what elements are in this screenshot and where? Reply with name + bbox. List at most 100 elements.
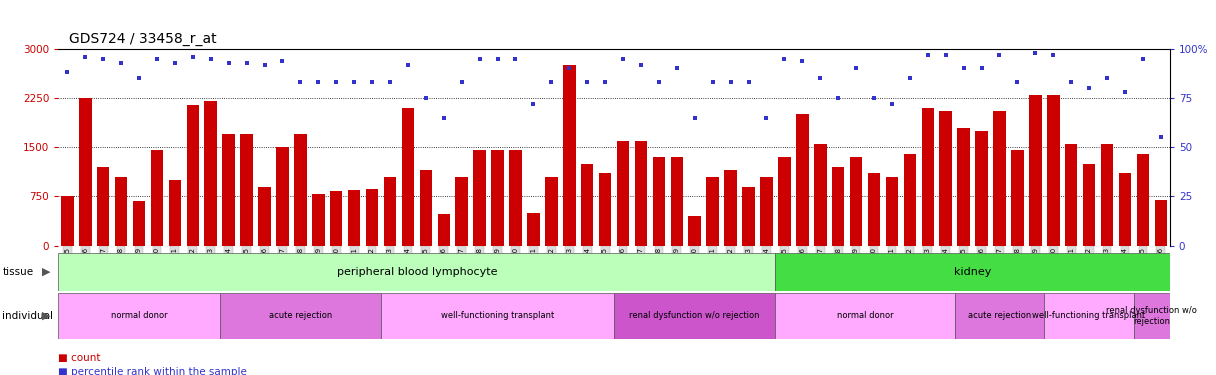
Point bbox=[398, 62, 417, 68]
Bar bbox=[114, 177, 128, 246]
Bar bbox=[1135, 292, 1170, 339]
Bar bbox=[313, 194, 325, 246]
Text: ▶: ▶ bbox=[43, 267, 50, 277]
Text: GDS724 / 33458_r_at: GDS724 / 33458_r_at bbox=[69, 32, 218, 46]
Bar bbox=[58, 253, 776, 291]
Bar bbox=[614, 292, 776, 339]
Point bbox=[57, 69, 77, 75]
Bar bbox=[706, 177, 719, 246]
Bar bbox=[1083, 164, 1096, 246]
Point bbox=[184, 54, 203, 60]
Bar bbox=[1029, 95, 1042, 246]
Text: ■ count: ■ count bbox=[58, 353, 101, 363]
Point bbox=[291, 79, 310, 85]
Text: renal dysfunction w/o
rejection: renal dysfunction w/o rejection bbox=[1107, 306, 1198, 326]
Bar bbox=[528, 213, 540, 246]
Point bbox=[613, 56, 632, 62]
Bar bbox=[294, 134, 306, 246]
Bar bbox=[617, 141, 630, 246]
Bar bbox=[814, 144, 827, 246]
Point bbox=[416, 95, 435, 101]
Text: ■ percentile rank within the sample: ■ percentile rank within the sample bbox=[58, 368, 247, 375]
Bar bbox=[491, 150, 503, 246]
Bar bbox=[456, 177, 468, 246]
Bar bbox=[850, 157, 862, 246]
Point bbox=[434, 115, 454, 121]
Point bbox=[488, 56, 507, 62]
Point bbox=[918, 52, 938, 58]
Bar bbox=[760, 177, 772, 246]
Text: individual: individual bbox=[2, 311, 54, 321]
Point bbox=[452, 79, 472, 85]
Point bbox=[649, 79, 669, 85]
Bar bbox=[975, 131, 987, 246]
Point bbox=[739, 79, 759, 85]
Point bbox=[578, 79, 597, 85]
Point bbox=[721, 79, 741, 85]
Point bbox=[936, 52, 956, 58]
Point bbox=[381, 79, 400, 85]
Point bbox=[775, 56, 794, 62]
Point bbox=[129, 75, 148, 81]
Point bbox=[506, 56, 525, 62]
Bar bbox=[258, 187, 271, 246]
Bar bbox=[922, 108, 934, 246]
Text: acute rejection: acute rejection bbox=[968, 311, 1031, 320]
Point bbox=[685, 115, 704, 121]
Point bbox=[882, 101, 901, 107]
Point bbox=[1008, 79, 1028, 85]
Point bbox=[811, 75, 831, 81]
Bar bbox=[381, 292, 614, 339]
Bar bbox=[1119, 173, 1131, 246]
Point bbox=[631, 62, 651, 68]
Text: well-functioning transplant: well-functioning transplant bbox=[1032, 311, 1145, 320]
Bar bbox=[169, 180, 181, 246]
Point bbox=[272, 57, 292, 63]
Bar bbox=[1045, 292, 1135, 339]
Point bbox=[94, 56, 113, 62]
Point bbox=[1080, 85, 1099, 91]
Bar bbox=[510, 150, 522, 246]
Bar bbox=[885, 177, 899, 246]
Point bbox=[524, 101, 544, 107]
Point bbox=[201, 56, 220, 62]
Point bbox=[469, 56, 489, 62]
Bar bbox=[1012, 150, 1024, 246]
Bar bbox=[186, 105, 199, 246]
Bar bbox=[151, 150, 163, 246]
Text: normal donor: normal donor bbox=[837, 311, 894, 320]
Point bbox=[255, 62, 275, 68]
Bar bbox=[220, 292, 381, 339]
Point bbox=[756, 115, 776, 121]
Bar bbox=[133, 201, 145, 246]
Bar bbox=[223, 134, 235, 246]
Bar bbox=[742, 187, 755, 246]
Point bbox=[596, 79, 615, 85]
Point bbox=[309, 79, 328, 85]
Bar bbox=[903, 154, 916, 246]
Point bbox=[1133, 56, 1153, 62]
Point bbox=[362, 79, 382, 85]
Text: ▶: ▶ bbox=[43, 311, 50, 321]
Bar bbox=[955, 292, 1045, 339]
Point bbox=[237, 60, 257, 66]
Point bbox=[953, 65, 973, 71]
Point bbox=[828, 95, 848, 101]
Text: well-functioning transplant: well-functioning transplant bbox=[441, 311, 554, 320]
Point bbox=[147, 56, 167, 62]
Text: peripheral blood lymphocyte: peripheral blood lymphocyte bbox=[337, 267, 497, 277]
Bar bbox=[545, 177, 558, 246]
Point bbox=[326, 79, 345, 85]
Bar bbox=[384, 177, 396, 246]
Bar bbox=[241, 134, 253, 246]
Point bbox=[165, 60, 185, 66]
Bar bbox=[401, 108, 415, 246]
Bar bbox=[778, 157, 790, 246]
Point bbox=[1043, 52, 1063, 58]
Bar bbox=[957, 128, 970, 246]
Text: acute rejection: acute rejection bbox=[269, 311, 332, 320]
Bar bbox=[420, 170, 432, 246]
Bar bbox=[58, 292, 220, 339]
Point bbox=[900, 75, 919, 81]
Bar bbox=[1100, 144, 1114, 246]
